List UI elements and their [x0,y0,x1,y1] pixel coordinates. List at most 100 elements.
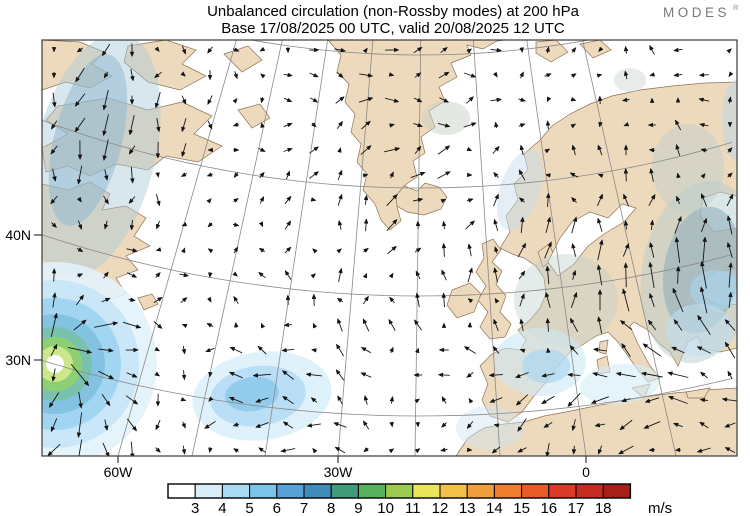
wind-arrow-head [79,294,85,301]
wind-arrow-head [102,130,107,137]
wind-arrow-head [181,98,187,105]
wind-arrow-head [492,71,498,78]
wind-arrow [544,244,551,259]
colorbar: 3 4 5 6 7 8 9 10 11 12 13 14 15 16 17 18 [167,483,632,516]
wind-arrow-head [86,349,93,354]
wind-arrow-head [623,45,629,52]
wind-arrow-head [232,448,239,453]
wind-arrow-head [445,171,451,176]
wind-arrow-head [619,319,626,326]
wind-arrow-head [77,224,83,231]
wind-arrow-head [674,119,680,126]
wind-arrow-head [647,319,653,326]
wind-arrow [467,270,472,283]
wind-arrow-head [670,346,677,352]
wind-arrow-head [571,46,577,53]
wind-arrow-head [415,72,422,78]
wind-arrow-head [547,241,552,247]
wind-arrow-head [53,312,58,319]
wind-arrow-head [698,72,705,78]
wind-arrow-head [438,347,445,353]
wind-arrow-head [305,372,312,377]
wind-arrow [673,290,684,313]
wind-arrow [545,219,550,234]
wind-arrow-head [287,72,294,78]
wind-arrow [255,373,272,376]
wind-arrow-head [207,222,213,228]
colorbar-tick-label: 11 [405,500,421,516]
wind-arrow-head [181,126,186,133]
wind-arrow-head [128,129,134,136]
colorbar-cell [385,483,414,499]
wind-arrow-head [441,395,447,402]
wind-arrow-head [154,102,160,109]
wind-arrow-head [280,448,286,453]
wind-arrow-head [647,122,654,128]
colorbar-tick-label: 12 [432,500,449,516]
wind-arrow [98,370,112,378]
wind-arrow-head [567,401,573,408]
wind-arrow-head [623,219,629,226]
wind-arrow-head [156,323,163,330]
wind-arrow-head [336,248,343,254]
wind-arrow-head [597,217,602,224]
colorbar-cell [194,483,223,499]
wind-arrow-head [728,71,734,78]
wind-arrow-head [50,148,56,155]
wind-arrow [726,344,736,359]
wind-arrow-head [520,97,527,102]
wind-arrow-head [724,341,730,348]
wind-arrow-head [207,75,213,81]
wind-arrow-head [415,292,420,299]
wind-arrow [122,321,139,328]
wind-arrow-head [726,48,732,54]
parallel-line [41,360,733,417]
wind-arrow-head [494,145,500,152]
wind-arrow-head [130,178,135,184]
wind-arrow-head [362,47,368,54]
wind-arrow-head [596,264,602,270]
meridian-line [414,39,422,457]
wind-arrow [593,396,609,403]
wind-arrow-head [441,242,447,249]
wind-arrow-head [545,317,551,324]
wind-arrow-head [518,169,524,176]
wind-arrow-head [470,73,477,78]
colorbar-cell [439,483,468,499]
wind-arrow-head [102,104,108,111]
wind-arrow-head [699,397,706,403]
wind-arrow-head [571,449,577,455]
shade-midatlantic-inner [225,376,279,412]
colorbar-tick-label: 9 [354,500,362,516]
shade-blacksea [690,270,742,310]
wind-arrow-head [360,372,367,377]
brand-logo-mark: ® [733,4,739,12]
wind-arrow [670,372,689,378]
wind-arrow [437,147,448,155]
wind-arrow-head [337,120,344,127]
wind-arrow-head [672,422,679,428]
wind-arrow-head [648,147,655,153]
wind-arrow-head [414,347,420,354]
wind-arrow-head [132,399,139,405]
wind-arrow-head [444,123,451,128]
wind-arrow [728,295,731,308]
wind-arrow-head [572,291,578,298]
shade-westmed [580,363,660,405]
wind-arrow [623,291,630,312]
wind-arrow-head [676,172,681,179]
wind-arrow-head [696,448,703,453]
wind-arrow-head [673,72,679,78]
colorbar-tick-label: 4 [218,500,226,516]
wind-arrow-head [544,148,551,154]
wind-arrow-head [643,424,650,429]
wind-arrow-head [228,371,235,377]
wind-arrow-head [570,73,577,79]
wind-arrow [570,295,577,308]
wind-arrow-head [77,247,84,253]
wind-arrow-head [674,236,680,243]
wind-arrow-head [416,46,423,52]
wind-arrow-head [493,218,498,225]
wind-arrow-head [519,123,526,128]
wind-arrow-head [254,423,261,428]
